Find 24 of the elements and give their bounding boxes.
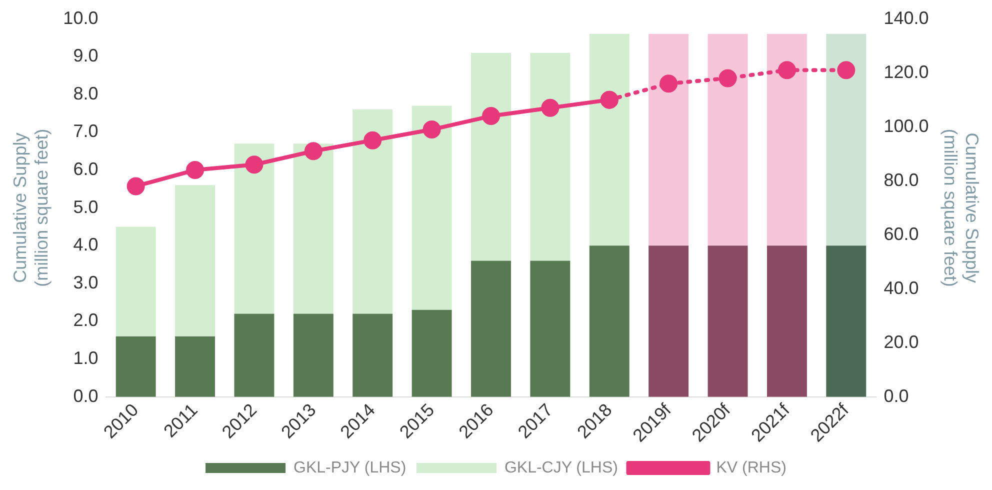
- y-tick-label: 6.0: [73, 159, 98, 179]
- y-tick-label: 5.0: [73, 196, 98, 217]
- y-tick-label: 8.0: [73, 83, 98, 104]
- y-tick-label: 0.0: [73, 386, 98, 406]
- y-tick-label: 4.0: [73, 234, 98, 255]
- y2-axis-title: Cumulative Supply (million square feet): [940, 128, 982, 287]
- y2-tick-label: 140.0: [884, 8, 929, 28]
- y2-tick-label: 0.0: [884, 386, 909, 406]
- legend-label: GKL-CJY (LHS): [504, 459, 618, 476]
- y-tick-label: 1.0: [73, 348, 98, 368]
- y2-tick-label: 80.0: [884, 170, 919, 190]
- legend-label: GKL-PJY (LHS): [294, 459, 406, 476]
- y-tick-label: 7.0: [73, 121, 98, 142]
- y2-tick-label: 100.0: [884, 116, 929, 136]
- y2-tick-label: 40.0: [884, 278, 919, 298]
- y-tick-label: 3.0: [73, 272, 98, 292]
- y-tick-label: 10.0: [63, 8, 98, 28]
- y2-tick-label: 60.0: [884, 224, 919, 244]
- y2-tick-label: 20.0: [884, 332, 919, 352]
- legend-label: KV (RHS): [716, 459, 786, 476]
- y-tick-label: 2.0: [73, 310, 98, 330]
- y-axis-title: Cumulative Supply (million square feet): [10, 128, 52, 287]
- y-tick-label: 9.0: [73, 46, 98, 66]
- y2-tick-label: 120.0: [884, 62, 929, 82]
